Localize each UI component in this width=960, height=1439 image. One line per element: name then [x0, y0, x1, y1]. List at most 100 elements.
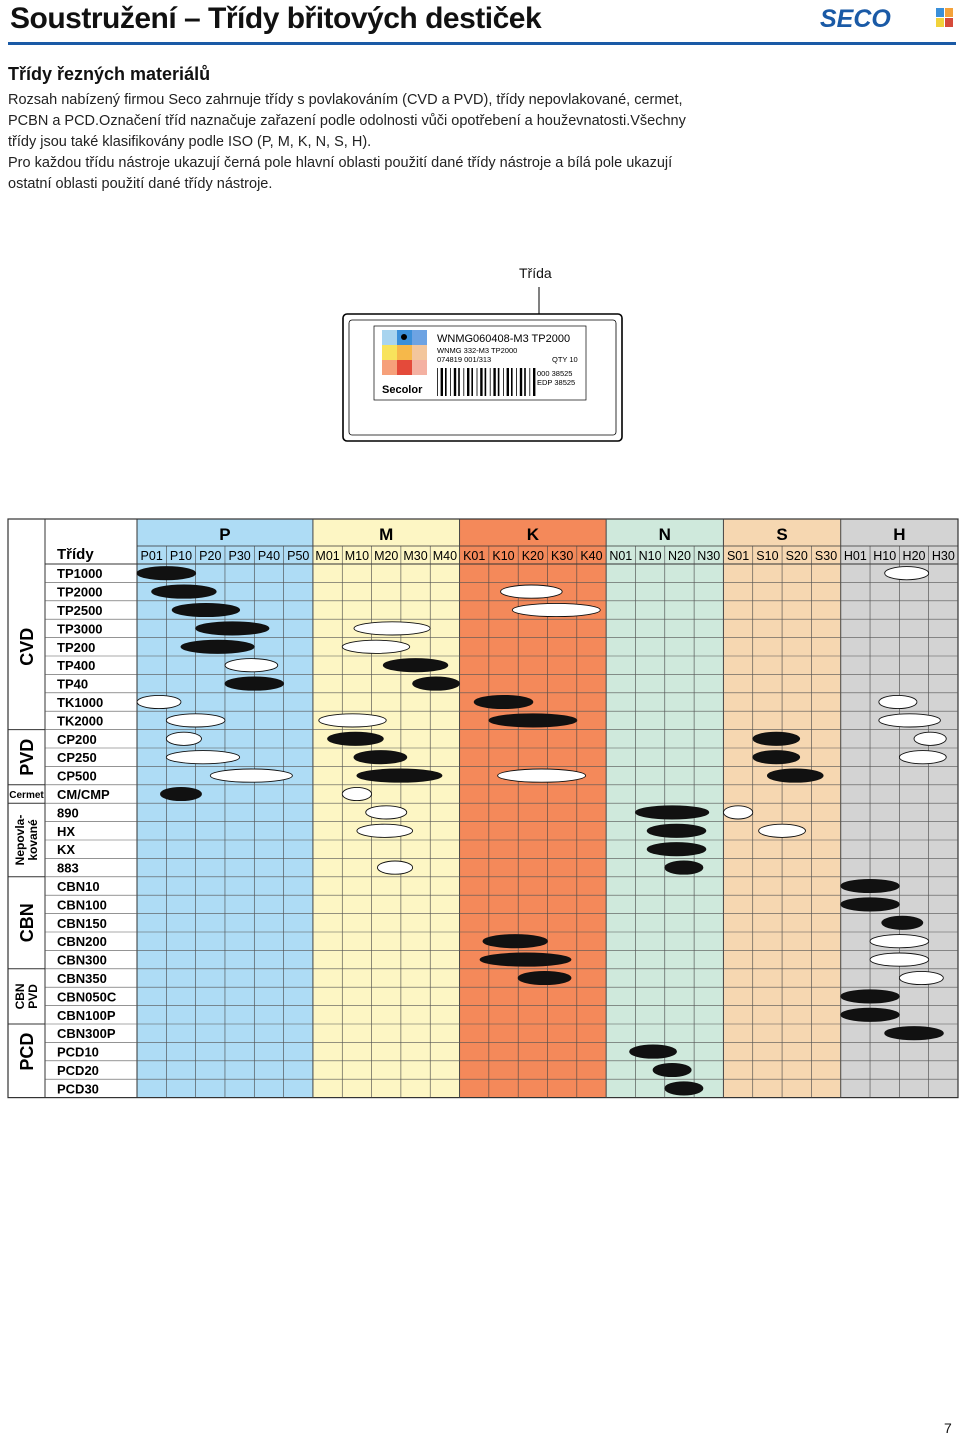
- main-application-mark: [224, 676, 285, 691]
- other-application-mark: [511, 602, 601, 618]
- column-label: N01: [609, 549, 632, 563]
- group-header: M: [379, 525, 393, 544]
- column-label: H30: [932, 549, 955, 563]
- column-label: N10: [639, 549, 662, 563]
- grade-label: CP500: [57, 769, 97, 784]
- column-label: K30: [551, 549, 573, 563]
- barcode-icon: [437, 368, 536, 396]
- main-application-mark: [646, 842, 707, 857]
- other-application-mark: [318, 713, 387, 728]
- grade-label: TP200: [57, 640, 95, 655]
- category-label: CBN: [17, 903, 37, 942]
- main-application-mark: [840, 1007, 900, 1022]
- grade-label: TP2000: [57, 585, 103, 600]
- other-application-mark: [722, 805, 754, 820]
- svg-text:CVD: CVD: [17, 628, 37, 666]
- grade-label: CBN100P: [57, 1008, 116, 1023]
- main-application-mark: [171, 602, 241, 618]
- other-application-mark: [224, 658, 279, 673]
- other-application-mark: [878, 694, 918, 710]
- column-label: S10: [756, 549, 778, 563]
- main-application-mark: [840, 989, 900, 1004]
- seco-logo-text: SECO: [820, 6, 891, 30]
- other-application-mark: [898, 750, 947, 765]
- grade-label: HX: [57, 824, 75, 839]
- main-application-mark: [840, 878, 900, 894]
- label-ansi-line: WNMG 332-M3 TP2000: [437, 346, 517, 355]
- grade-label: PCD30: [57, 1081, 99, 1096]
- column-label: K10: [492, 549, 514, 563]
- grade-label: CBN050C: [57, 989, 117, 1004]
- grade-label: TP1000: [57, 566, 103, 581]
- column-label: N30: [697, 549, 720, 563]
- grade-label: KX: [57, 842, 75, 857]
- column-label: P01: [141, 549, 163, 563]
- other-application-mark: [136, 694, 182, 710]
- main-application-mark: [160, 786, 202, 802]
- grade-label: CBN150: [57, 916, 107, 931]
- main-application-mark: [382, 658, 449, 673]
- grade-label: CBN100: [57, 897, 107, 912]
- column-label: M10: [345, 549, 369, 563]
- main-application-mark: [479, 952, 572, 967]
- other-application-mark: [497, 768, 587, 783]
- category-label: PVD: [17, 739, 37, 776]
- main-application-mark: [646, 823, 707, 838]
- main-application-mark: [482, 934, 548, 949]
- legend-paragraph: Pro každou třídu nástroje ukazují černá …: [8, 155, 673, 192]
- page-title: Soustružení – Třídy břitových destiček: [10, 2, 542, 35]
- main-application-mark: [840, 897, 900, 912]
- grade-label: TP2500: [57, 603, 103, 618]
- column-label: S30: [815, 549, 837, 563]
- category-label: Nepovla-kované: [13, 815, 40, 866]
- column-label: M01: [315, 549, 339, 563]
- group-header: N: [659, 525, 671, 544]
- column-label: H10: [873, 549, 896, 563]
- grade-label: CBN10: [57, 879, 100, 894]
- other-application-mark: [500, 584, 563, 599]
- column-label: P40: [258, 549, 280, 563]
- intro-paragraph: Rozsah nabízený firmou Seco zahrnuje tří…: [8, 92, 686, 150]
- grade-label: CBN300: [57, 953, 107, 968]
- column-label: M30: [403, 549, 427, 563]
- label-qty: QTY 10: [552, 355, 578, 364]
- main-application-mark: [488, 713, 578, 728]
- other-application-mark: [209, 768, 293, 783]
- other-application-mark: [758, 823, 806, 838]
- other-application-mark: [376, 860, 414, 875]
- main-application-mark: [136, 566, 197, 581]
- column-label: S01: [727, 549, 749, 563]
- category-label: Cermet: [9, 790, 44, 801]
- secolor-brand: Secolor: [382, 384, 423, 396]
- column-label: M40: [433, 549, 457, 563]
- svg-text:Nepovla-: Nepovla-: [13, 815, 27, 866]
- secolor-swatch-icon: [382, 330, 427, 375]
- group-header: S: [776, 525, 787, 544]
- page-number: 7: [944, 1420, 952, 1436]
- main-application-mark: [752, 731, 801, 746]
- main-application-mark: [473, 694, 534, 710]
- grade-label: CP200: [57, 732, 97, 747]
- grade-label: TP40: [57, 677, 88, 692]
- title-rule: [8, 42, 956, 45]
- group-header: H: [893, 525, 905, 544]
- main-application-mark: [412, 676, 460, 691]
- svg-text:CBN: CBN: [13, 983, 27, 1009]
- main-application-mark: [884, 1026, 944, 1041]
- label-batch-line: 074819 001/313: [437, 355, 491, 364]
- main-application-mark: [629, 1044, 677, 1059]
- grade-label: PCD10: [57, 1045, 99, 1060]
- main-application-mark: [356, 768, 443, 783]
- column-label: S20: [786, 549, 808, 563]
- main-application-mark: [180, 639, 255, 654]
- main-application-mark: [151, 584, 217, 599]
- column-label: H20: [903, 549, 926, 563]
- other-application-mark: [365, 805, 408, 820]
- grades-header: Třídy: [57, 546, 94, 563]
- grade-label: 890: [57, 805, 79, 820]
- other-application-mark: [878, 713, 941, 728]
- section-heading: Třídy řezných materiálů: [8, 64, 211, 84]
- main-application-mark: [664, 860, 704, 875]
- column-label: N20: [668, 549, 691, 563]
